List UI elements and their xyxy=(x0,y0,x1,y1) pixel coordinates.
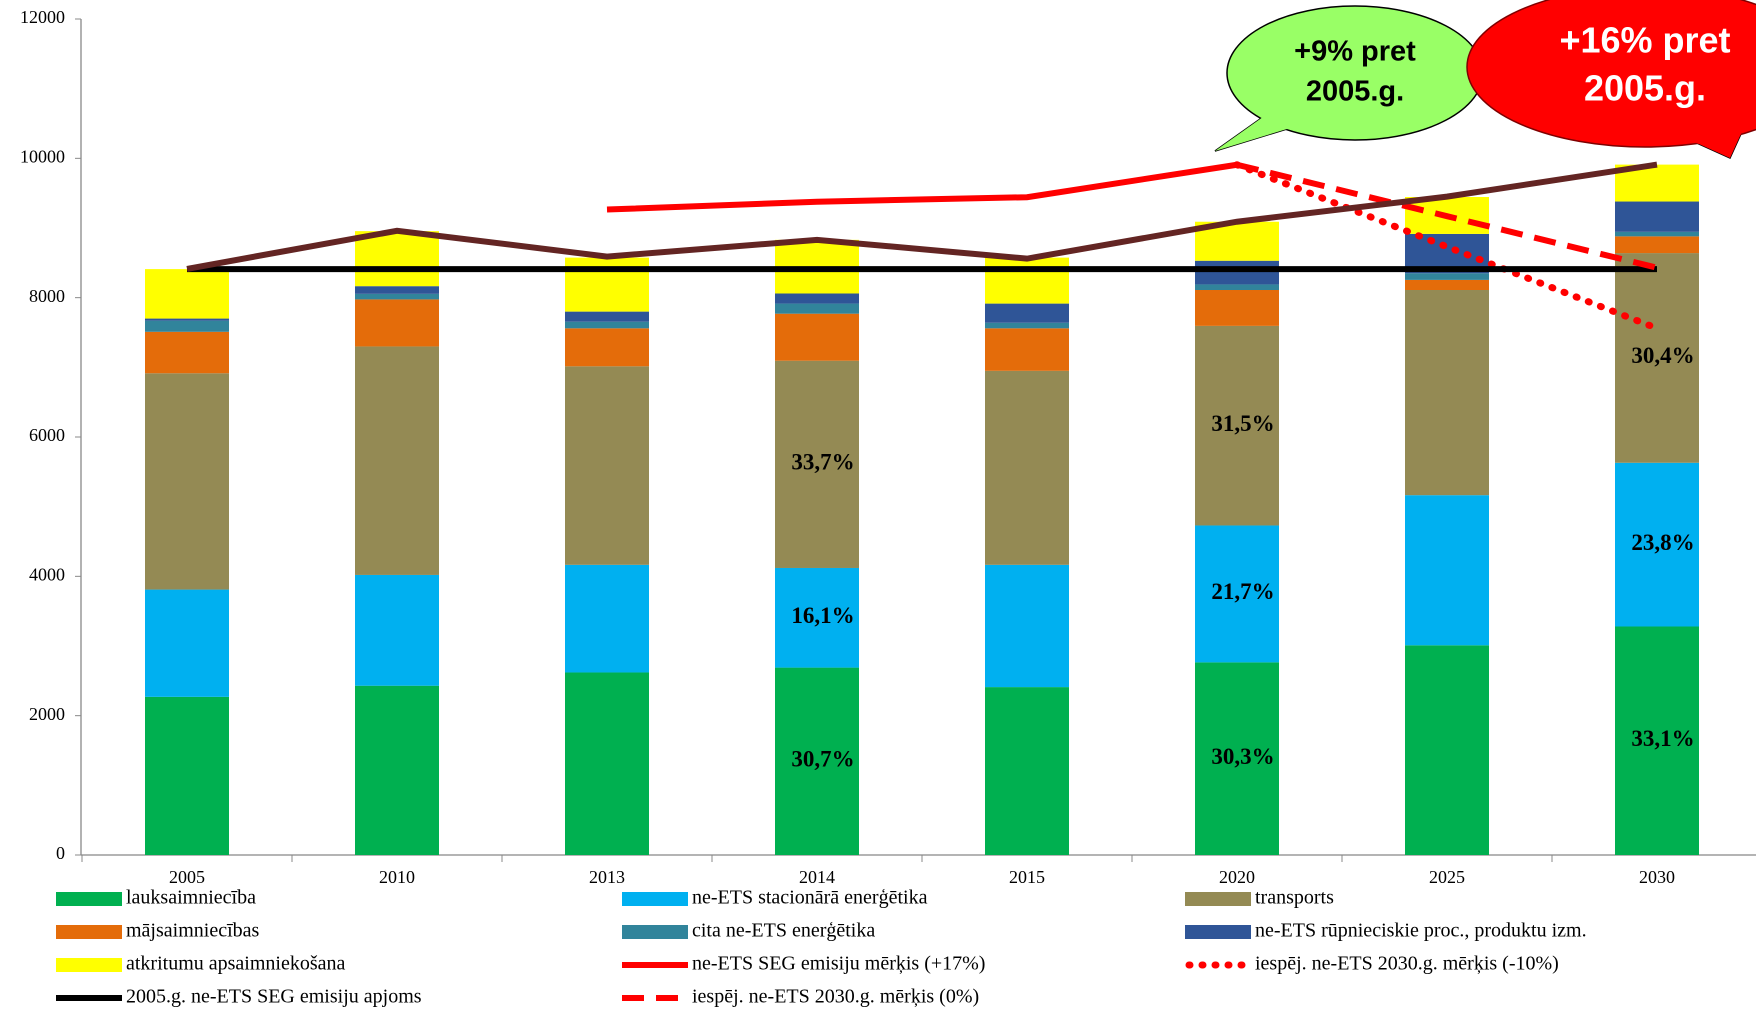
bar-segment xyxy=(565,312,649,322)
legend-swatch xyxy=(1185,925,1251,939)
callout-text: +9% pret xyxy=(1294,36,1416,68)
chart: 0 2000 4000 6000 8000 10000 12000 2005 2010 2013 2… xyxy=(0,0,1756,1011)
bar-segment xyxy=(565,322,649,329)
data-label: 21,7% xyxy=(1211,579,1274,604)
x-tick-label: 2030 xyxy=(1639,867,1675,887)
legend-swatch xyxy=(622,925,688,939)
bar-segment xyxy=(1195,261,1279,285)
y-tick-label: 2000 xyxy=(29,704,65,724)
legend-label: ne-ETS SEG emisiju mērķis (+17%) xyxy=(692,953,985,975)
legend-swatch xyxy=(56,958,122,972)
x-tick-label: 2005 xyxy=(169,867,205,887)
bar-segment xyxy=(565,565,649,673)
legend-label: mājsaimniecības xyxy=(126,920,260,942)
bar-segment xyxy=(355,294,439,300)
bar-segment xyxy=(1405,280,1489,290)
bar-segment xyxy=(1405,495,1489,645)
bar-segment xyxy=(985,258,1069,304)
bar-segment xyxy=(1195,284,1279,290)
bar-segment xyxy=(985,304,1069,323)
legend-swatch xyxy=(56,925,122,939)
bar-segment xyxy=(985,687,1069,855)
legend-swatch xyxy=(56,892,122,906)
bar-segment xyxy=(1405,290,1489,495)
bar-segment xyxy=(985,565,1069,687)
bar-segment xyxy=(775,293,859,303)
bar-segment xyxy=(1615,202,1699,232)
bar-segment xyxy=(565,366,649,565)
legend-label: transports xyxy=(1255,887,1334,909)
y-tick-label: 10000 xyxy=(20,146,65,166)
bar-segment xyxy=(145,319,229,321)
data-label: 30,4% xyxy=(1631,343,1694,368)
bar-segment xyxy=(985,323,1069,329)
bar-segment xyxy=(985,371,1069,565)
bar-segment xyxy=(145,269,229,318)
data-label: 23,8% xyxy=(1631,530,1694,555)
data-label: 33,1% xyxy=(1631,726,1694,751)
bar-segment xyxy=(1615,236,1699,253)
legend-label: ne-ETS stacionārā enerģētika xyxy=(692,887,928,909)
bar-segment xyxy=(355,231,439,286)
x-tick-label: 2013 xyxy=(589,867,625,887)
y-tick-label: 4000 xyxy=(29,564,65,584)
x-tick-label: 2014 xyxy=(799,867,835,887)
bar-segment xyxy=(145,373,229,589)
data-label: 30,7% xyxy=(791,747,854,772)
legend-label: 2005.g. ne-ETS SEG emisiju apjoms xyxy=(126,986,422,1008)
bar-segment xyxy=(775,314,859,361)
bar-segment xyxy=(355,286,439,294)
callout: +16% pret 2005.g. xyxy=(1467,0,1756,158)
legend-label: cita ne-ETS enerģētika xyxy=(692,920,875,942)
data-label: 33,7% xyxy=(791,450,854,475)
bar-segment xyxy=(1615,232,1699,237)
bar-segment xyxy=(355,299,439,346)
bar-segment xyxy=(1405,645,1489,855)
bar-segment xyxy=(1405,273,1489,280)
callout: +9% pret 2005.g. xyxy=(1215,6,1483,151)
bar-segment xyxy=(565,328,649,366)
bar-segment xyxy=(565,258,649,312)
bar-segment xyxy=(355,346,439,575)
bar-segment xyxy=(355,575,439,686)
bar-segment xyxy=(565,672,649,855)
bar-segment xyxy=(985,328,1069,370)
callout-text: 2005.g. xyxy=(1584,68,1706,109)
y-tick-label: 8000 xyxy=(29,286,65,306)
data-label: 31,5% xyxy=(1211,411,1274,436)
x-tick-label: 2025 xyxy=(1429,867,1465,887)
y-tick-label: 6000 xyxy=(29,425,65,445)
bar-segment xyxy=(355,686,439,855)
data-label: 16,1% xyxy=(791,603,854,628)
bar-segment xyxy=(1195,290,1279,326)
callout-text: 2005.g. xyxy=(1306,76,1404,108)
line-series xyxy=(607,165,1237,210)
bar-segment xyxy=(145,321,229,332)
legend-label: atkritumu apsaimniekošana xyxy=(126,953,346,975)
x-tick-label: 2010 xyxy=(379,867,415,887)
legend-label: iespēj. ne-ETS 2030.g. mērķis (-10%) xyxy=(1255,953,1559,975)
bar-segment xyxy=(775,304,859,314)
legend-swatch xyxy=(1185,892,1251,906)
bar-segment xyxy=(145,590,229,697)
legend-label: ne-ETS rūpnieciskie proc., produktu izm. xyxy=(1255,920,1587,942)
data-label: 30,3% xyxy=(1211,744,1274,769)
bar-segment xyxy=(145,697,229,855)
callout-text: +16% pret xyxy=(1559,20,1730,61)
legend-label: iespēj. ne-ETS 2030.g. mērķis (0%) xyxy=(692,986,979,1008)
y-tick-label: 0 xyxy=(56,843,65,863)
legend-swatch xyxy=(622,892,688,906)
y-tick-label: 12000 xyxy=(20,7,65,27)
legend-label: lauksaimniecība xyxy=(126,887,256,909)
page: 0 2000 4000 6000 8000 10000 12000 2005 2010 2013 2… xyxy=(0,0,1756,1011)
bar-segment xyxy=(145,332,229,373)
x-tick-label: 2020 xyxy=(1219,867,1255,887)
x-tick-label: 2015 xyxy=(1009,867,1045,887)
